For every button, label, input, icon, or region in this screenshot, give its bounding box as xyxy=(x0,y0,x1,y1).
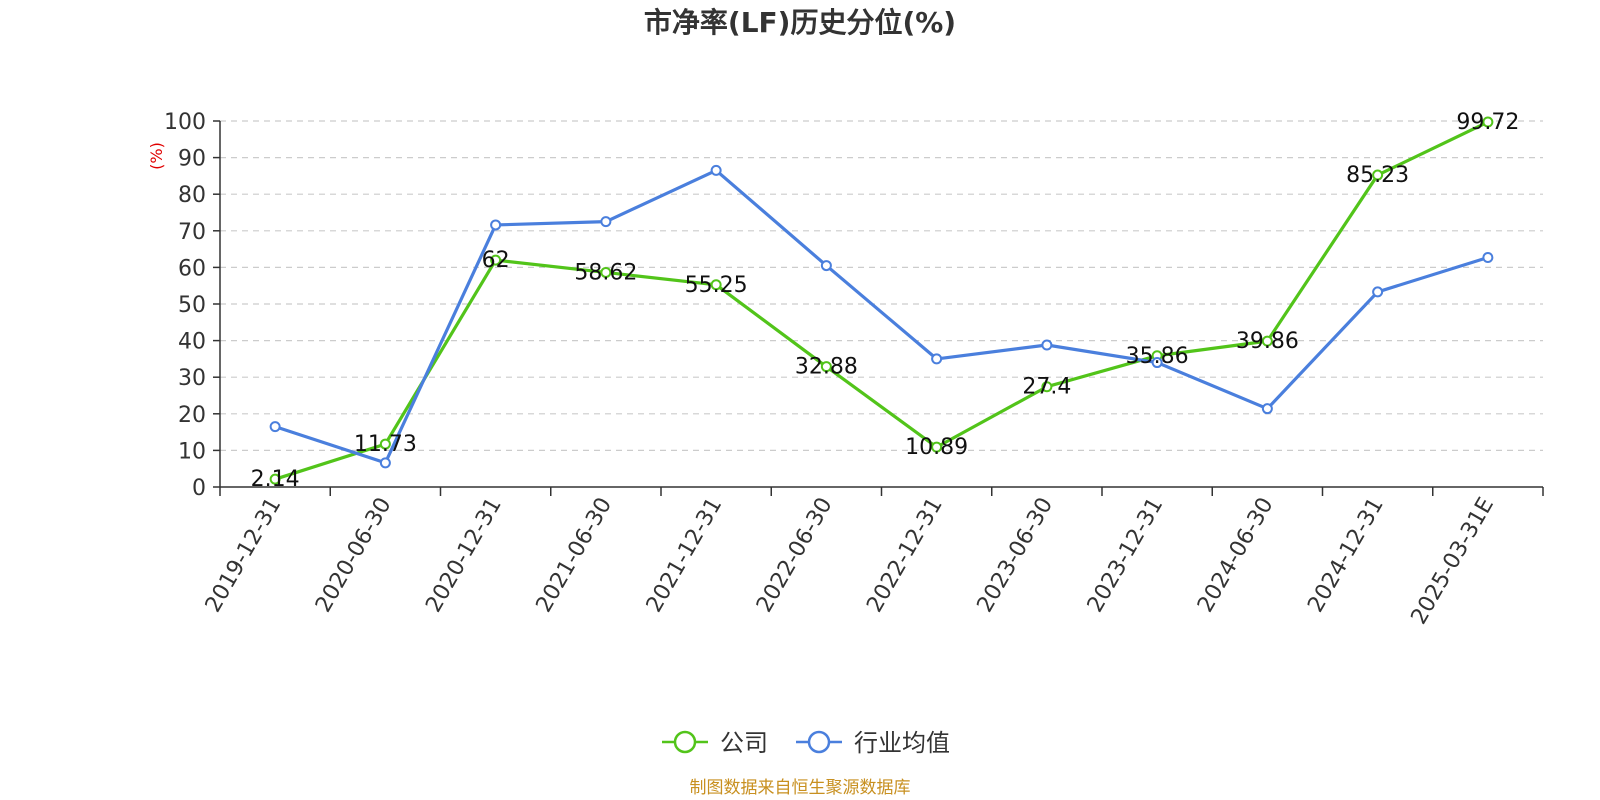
data-label: 85.23 xyxy=(1346,163,1409,188)
series-line-0 xyxy=(274,120,1489,481)
series-point-0 xyxy=(269,473,281,485)
y-tick-label: 100 xyxy=(164,110,206,135)
grid-lines xyxy=(220,120,1543,451)
series-point-0 xyxy=(490,254,502,266)
data-label: 55.25 xyxy=(685,273,748,298)
series-point-0 xyxy=(1482,116,1494,128)
legend-label-0: 公司 xyxy=(720,729,768,757)
source-note: 制图数据来自恒生聚源数据库 xyxy=(690,778,911,798)
data-label: 10.89 xyxy=(905,435,968,460)
series-point-1 xyxy=(379,457,391,469)
series-point-0 xyxy=(1041,381,1053,393)
y-tick-label: 40 xyxy=(178,330,206,355)
chart-title: 市净率(LF)历史分位(%) xyxy=(644,6,956,39)
legend-marker-0 xyxy=(673,730,697,754)
y-tick-label: 10 xyxy=(178,439,206,464)
series-point-0 xyxy=(710,279,722,291)
legend-marker-1 xyxy=(807,730,831,754)
y-tick-label: 70 xyxy=(178,220,206,245)
x-tick-label: 2025-03-31E xyxy=(1407,494,1500,629)
series-line-1 xyxy=(274,168,1489,465)
data-label: 39.86 xyxy=(1236,329,1299,354)
x-tick-label: 2024-12-31 xyxy=(1303,494,1389,617)
data-label: 58.62 xyxy=(574,260,637,285)
x-tick-label: 2020-12-31 xyxy=(421,494,507,617)
series-point-1 xyxy=(1041,339,1053,351)
series-point-0 xyxy=(600,266,612,278)
data-label: 27.4 xyxy=(1022,375,1071,400)
y-tick-label: 80 xyxy=(178,183,206,208)
y-tick-label: 0 xyxy=(192,476,206,501)
y-tick-label: 90 xyxy=(178,147,206,172)
series-point-1 xyxy=(1261,403,1273,415)
x-tick-label: 2023-12-31 xyxy=(1083,494,1169,617)
y-tick-label: 60 xyxy=(178,256,206,281)
data-label: 32.88 xyxy=(795,355,858,380)
y-tick-label: 20 xyxy=(178,403,206,428)
series-lines xyxy=(269,116,1494,485)
y-tick-label: 50 xyxy=(178,293,206,318)
x-tick-label: 2020-06-30 xyxy=(311,494,397,617)
x-tick-label: 2021-12-31 xyxy=(642,494,728,617)
x-tick-label: 2023-06-30 xyxy=(972,494,1058,617)
series-point-1 xyxy=(710,164,722,176)
x-tick-label: 2024-06-30 xyxy=(1193,494,1279,617)
y-axis-unit-label: (%) xyxy=(147,142,166,170)
data-label: 62 xyxy=(482,248,510,273)
x-tick-label: 2019-12-31 xyxy=(201,494,287,617)
series-point-1 xyxy=(490,219,502,231)
series-point-0 xyxy=(1261,335,1273,347)
series-point-1 xyxy=(600,216,612,228)
series-point-0 xyxy=(1372,169,1384,181)
series-point-0 xyxy=(931,441,943,453)
series-point-1 xyxy=(931,353,943,365)
x-tick-label: 2022-12-31 xyxy=(862,494,948,617)
legend-label-1: 行业均值 xyxy=(854,729,950,757)
series-point-0 xyxy=(379,438,391,450)
x-tick-label: 2021-06-30 xyxy=(531,494,617,617)
series-point-1 xyxy=(1372,286,1384,298)
series-point-1 xyxy=(269,421,281,433)
y-tick-label: 30 xyxy=(178,366,206,391)
legend: 公司 行业均值 xyxy=(662,729,950,757)
x-tick-label: 2022-06-30 xyxy=(752,494,838,617)
series-point-1 xyxy=(1482,252,1494,264)
data-labels: 2.14 11.73 62 58.62 55.25 32.88 10.89 27.4 35.86… xyxy=(251,110,1520,492)
data-label: 11.73 xyxy=(354,432,417,457)
series-point-1 xyxy=(1151,357,1163,369)
data-label: 99.72 xyxy=(1456,110,1519,135)
data-label: 2.14 xyxy=(251,467,300,492)
data-label: 35.86 xyxy=(1126,344,1189,369)
series-point-1 xyxy=(820,260,832,272)
series-point-0 xyxy=(820,361,832,373)
